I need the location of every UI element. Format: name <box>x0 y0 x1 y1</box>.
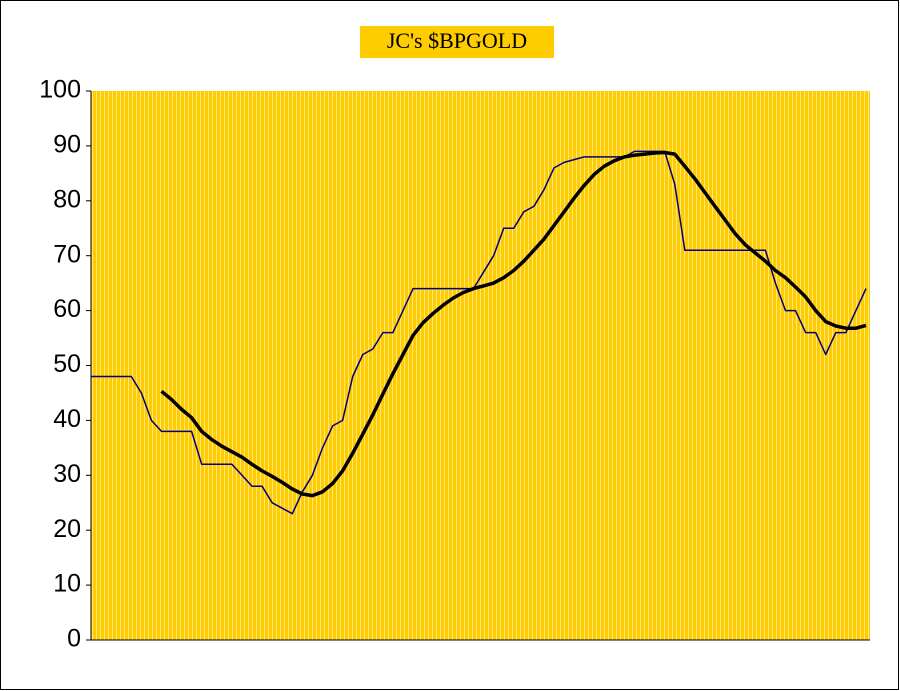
plot-texture <box>91 91 870 640</box>
data-line <box>91 150 867 515</box>
y-tick-label: 40 <box>53 405 81 433</box>
y-tick-label: 80 <box>53 185 81 213</box>
y-tick-label: 70 <box>53 240 81 268</box>
title-box <box>360 26 554 58</box>
data-line <box>160 150 867 498</box>
y-tick-label: 90 <box>53 131 81 159</box>
chart-title: JC's $BPGOLD <box>387 28 527 53</box>
y-tick-label: 20 <box>53 515 81 543</box>
y-tick-label: 50 <box>53 350 81 378</box>
y-tick-label: 10 <box>53 570 81 598</box>
y-tick-label: 30 <box>53 460 81 488</box>
y-tick-label: 60 <box>53 295 81 323</box>
y-tick-label: 100 <box>39 76 81 104</box>
y-tick-label: 0 <box>67 625 81 653</box>
